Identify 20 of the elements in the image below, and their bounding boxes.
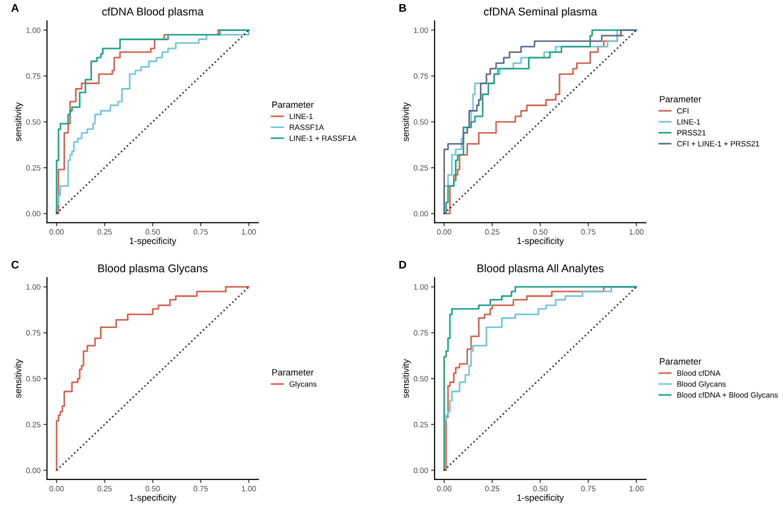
legend-title: Parameter: [272, 102, 314, 108]
legend-title: Parameter: [272, 369, 314, 376]
x-axis-title: 1-specificity: [517, 237, 564, 246]
y-axis-title: sensitivity: [402, 102, 411, 142]
x-axis-title: 1-specificity: [130, 494, 176, 503]
chart-title: cfDNA Seminal plasma: [484, 7, 598, 18]
chart-title: cfDNA Blood plasma: [102, 7, 204, 18]
text: C: [11, 260, 19, 269]
y-axis-title: sensitivity: [14, 359, 24, 398]
chart-title: Blood plasma All Analytes: [478, 264, 604, 274]
y-axis-title: sensitivity: [14, 102, 24, 142]
text: D: [399, 260, 406, 268]
chart-title: Blood plasma Glycans: [98, 264, 208, 274]
legend-title: Parameter: [660, 96, 702, 102]
legend-title: Parameter: [660, 358, 702, 365]
text: B: [399, 4, 406, 12]
x-axis-title: 1-specificity: [517, 494, 564, 503]
y-axis-title: sensitivity: [402, 359, 411, 398]
text: A: [11, 4, 19, 12]
x-axis-title: 1-specificity: [130, 237, 176, 246]
